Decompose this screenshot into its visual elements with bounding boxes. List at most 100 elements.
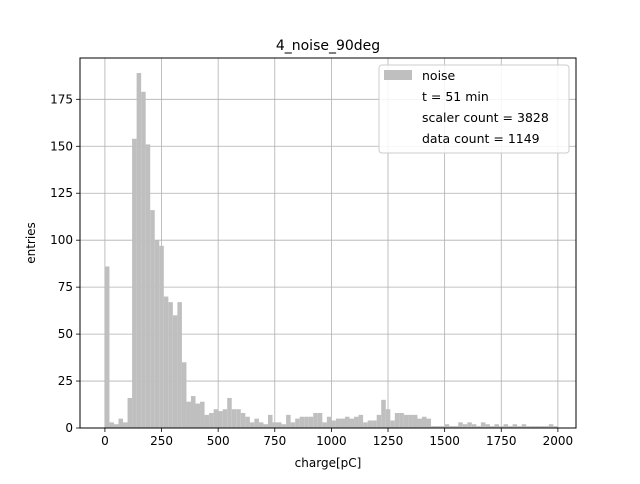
- histogram-bar: [548, 424, 554, 428]
- histogram-bar: [209, 412, 214, 428]
- histogram-bar: [177, 302, 182, 428]
- histogram-bar: [132, 138, 137, 429]
- histogram-bar: [440, 426, 445, 428]
- histogram-bar: [390, 420, 395, 428]
- histogram-bar: [258, 422, 264, 428]
- histogram-bar: [489, 426, 495, 428]
- histogram-bar: [290, 422, 296, 428]
- histogram-bar: [521, 424, 527, 428]
- histogram-bar: [431, 426, 436, 428]
- histogram-bar: [526, 426, 531, 428]
- histogram-bar: [498, 426, 504, 428]
- histogram-bar: [195, 403, 201, 428]
- histogram-bar: [313, 412, 318, 428]
- axis-ticks: 0 250 500 750 1000 1250 1500 1750 2000 0 25 50 75 100…: [50, 92, 573, 448]
- histogram-bar: [263, 424, 268, 428]
- histogram-bar: [453, 426, 459, 428]
- histogram-bar: [408, 414, 413, 428]
- histogram-bar: [503, 424, 509, 428]
- legend-patch-noise: [384, 70, 412, 80]
- histogram-bar: [322, 422, 327, 428]
- histogram-bar: [213, 409, 219, 428]
- x-tick-label: 1000: [316, 434, 347, 448]
- histogram-bar: [326, 416, 332, 428]
- histogram-bar: [277, 422, 282, 428]
- histogram-bar: [417, 418, 422, 428]
- histogram-bar: [168, 302, 173, 428]
- x-tick-label: 250: [150, 434, 173, 448]
- histogram-bar: [245, 416, 250, 428]
- histogram-bar: [118, 418, 124, 428]
- chart-title: 4_noise_90deg: [276, 38, 380, 54]
- histogram-bar: [281, 424, 287, 428]
- y-tick-label: 150: [50, 139, 73, 153]
- y-tick-label: 50: [58, 327, 73, 341]
- histogram-bar: [476, 426, 481, 428]
- histogram-bar: [539, 426, 545, 428]
- histogram-bar: [358, 414, 364, 428]
- histogram-bar: [200, 401, 205, 428]
- histogram-bar: [494, 424, 499, 428]
- x-tick-label: 500: [207, 434, 230, 448]
- histogram-bar: [172, 315, 178, 428]
- histogram-bar: [372, 420, 377, 428]
- histogram-bar: [109, 422, 114, 428]
- y-tick-label: 25: [58, 374, 73, 388]
- histogram-bar: [304, 416, 309, 428]
- histogram-bar: [403, 414, 409, 428]
- histogram-bar: [104, 266, 110, 428]
- histogram-bar: [154, 240, 160, 428]
- histogram-bar: [204, 414, 210, 428]
- histogram-bar: [462, 424, 468, 428]
- x-tick-label: 2000: [543, 434, 574, 448]
- histogram-bar: [399, 412, 404, 428]
- histogram-bar: [385, 409, 391, 428]
- histogram-bar: [435, 426, 441, 428]
- histogram-bar: [544, 426, 549, 428]
- histogram-bar: [381, 399, 386, 428]
- histogram-bar: [485, 424, 490, 428]
- histogram-bar: [141, 91, 146, 429]
- histogram-bar: [308, 416, 314, 428]
- y-axis-label: entries: [24, 222, 38, 264]
- histogram-bar: [530, 426, 536, 428]
- x-tick-label: 1750: [486, 434, 517, 448]
- histogram-bar: [535, 426, 540, 428]
- legend-entry-label: noise: [422, 68, 456, 83]
- x-tick-label: 750: [263, 434, 286, 448]
- histogram-bar: [467, 422, 472, 428]
- histogram-bar: [331, 420, 336, 428]
- histogram-bar: [449, 426, 454, 428]
- histogram-bar: [444, 424, 450, 428]
- histogram-bar: [181, 362, 187, 428]
- histogram-bar: [480, 422, 486, 428]
- y-tick-label: 175: [50, 92, 73, 106]
- histogram-bar: [344, 416, 350, 428]
- x-tick-label: 0: [101, 434, 109, 448]
- histogram-bar: [299, 416, 305, 428]
- histogram-bar: [517, 426, 522, 428]
- histogram-bar: [340, 418, 345, 428]
- histogram-bars: [104, 73, 558, 429]
- histogram-bar: [163, 296, 169, 428]
- histogram-bar: [254, 418, 259, 428]
- y-tick-label: 0: [65, 421, 73, 435]
- histogram-bar: [317, 412, 323, 428]
- histogram-bar: [354, 416, 359, 428]
- histogram-bar: [367, 420, 373, 428]
- histogram-bar: [123, 422, 128, 428]
- legend-entry-label: data count = 1149: [422, 131, 540, 146]
- histogram-bar: [286, 414, 291, 428]
- y-tick-label: 100: [50, 233, 73, 247]
- histogram-bar: [458, 422, 463, 428]
- histogram-bar: [240, 412, 246, 428]
- histogram-bar: [421, 416, 427, 428]
- histogram-bar: [508, 426, 513, 428]
- histogram-bar: [471, 424, 477, 428]
- histogram-bar: [218, 411, 223, 428]
- histogram-bar: [145, 144, 151, 428]
- x-tick-label: 1250: [373, 434, 404, 448]
- histogram-bar: [295, 418, 300, 428]
- histogram-bar: [150, 210, 155, 428]
